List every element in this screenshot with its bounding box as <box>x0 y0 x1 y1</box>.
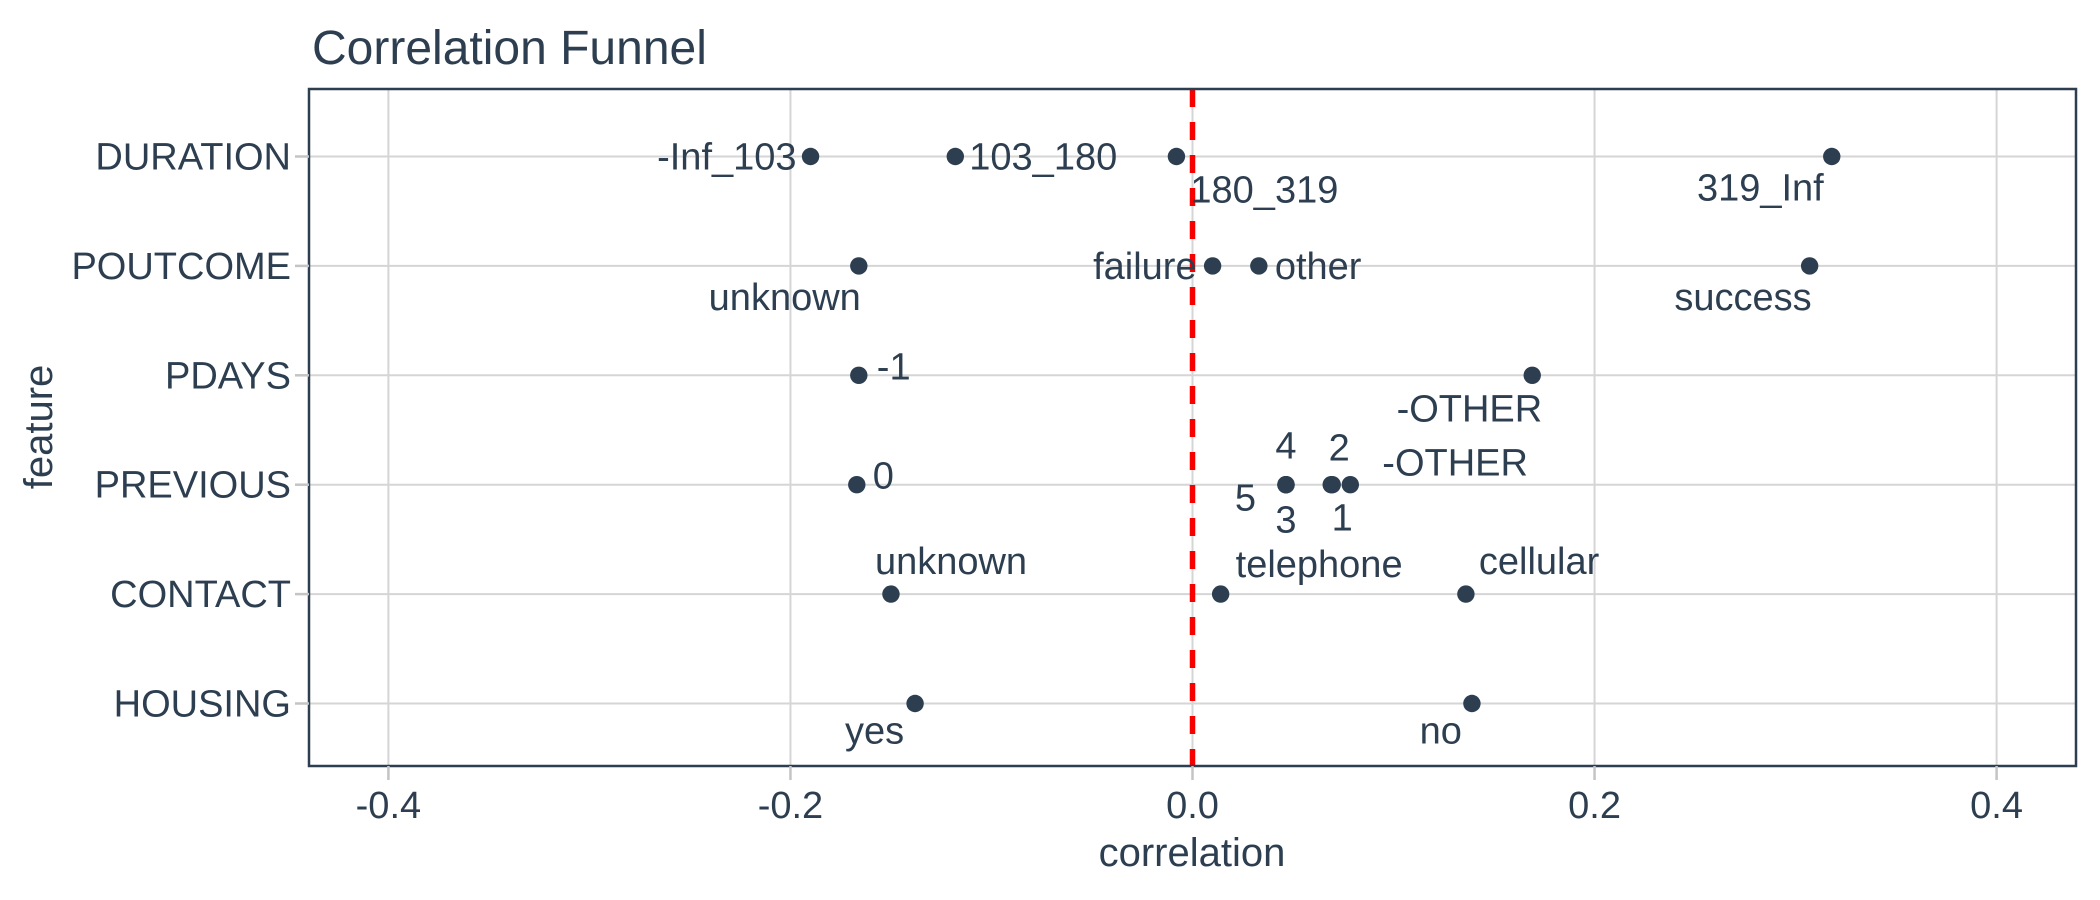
data-point <box>1823 147 1841 166</box>
data-point-label: other <box>1275 246 1362 288</box>
data-point-label: 1 <box>1332 498 1353 540</box>
data-point-label: -OTHER <box>1382 443 1528 485</box>
data-point-label: unknown <box>709 277 861 319</box>
data-point-label: -OTHER <box>1397 388 1543 430</box>
x-tick-label: 0.4 <box>1970 785 2023 827</box>
data-point-label: 319_Inf <box>1697 168 1824 210</box>
data-point <box>1211 585 1230 603</box>
x-tick-label: -0.4 <box>356 785 421 827</box>
y-tick-label: PDAYS <box>165 355 291 397</box>
data-point <box>1523 366 1541 384</box>
data-point-label: telephone <box>1236 544 1403 586</box>
y-tick-label: PREVIOUS <box>95 465 291 507</box>
data-point-label: 180_319 <box>1190 170 1338 212</box>
data-point-label: 103_180 <box>969 137 1117 179</box>
data-point <box>882 585 900 603</box>
data-point <box>1463 694 1481 713</box>
data-point <box>850 366 868 384</box>
data-point <box>1167 147 1186 166</box>
data-point-label: unknown <box>875 541 1027 583</box>
data-point <box>906 694 924 713</box>
data-point-label: -Inf_103 <box>657 137 796 179</box>
data-point-label: no <box>1420 711 1462 753</box>
data-point <box>1203 257 1222 275</box>
chart-title: Correlation Funnel <box>312 22 707 75</box>
y-tick-label: POUTCOME <box>71 246 291 288</box>
data-point-label: -1 <box>877 346 911 388</box>
y-tick-label: HOUSING <box>114 684 291 726</box>
data-point <box>850 257 868 275</box>
data-point <box>1250 257 1268 275</box>
axis-layer: -0.4 -0.2 0.0 0.2 0.4 DURATION POUTCOME PDAYS PR… <box>71 137 2023 828</box>
y-tick-label: CONTACT <box>110 574 291 616</box>
x-tick-label: -0.2 <box>758 785 823 827</box>
data-point-label: success <box>1674 277 1811 319</box>
data-point <box>801 147 820 166</box>
x-tick-label: 0.0 <box>1166 785 1219 827</box>
data-point <box>848 476 866 494</box>
data-point-label: 5 <box>1235 478 1256 520</box>
data-point <box>1341 476 1360 494</box>
data-point <box>1800 257 1819 275</box>
data-point <box>946 147 964 166</box>
data-point-label: 0 <box>873 456 894 498</box>
y-tick-label: DURATION <box>95 137 291 179</box>
data-point <box>1277 476 1295 494</box>
data-point-label: 3 <box>1275 500 1296 542</box>
data-point <box>1323 476 1341 494</box>
data-point-label: 2 <box>1329 428 1350 470</box>
y-axis-title: feature <box>17 365 61 490</box>
data-point <box>1457 585 1475 603</box>
data-point-label: cellular <box>1479 541 1600 583</box>
x-tick-label: 0.2 <box>1568 785 1621 827</box>
data-point-label: failure <box>1093 246 1197 288</box>
data-point-label: yes <box>845 711 904 753</box>
data-point-label: 4 <box>1275 426 1296 468</box>
x-axis-title: correlation <box>1099 831 1286 875</box>
